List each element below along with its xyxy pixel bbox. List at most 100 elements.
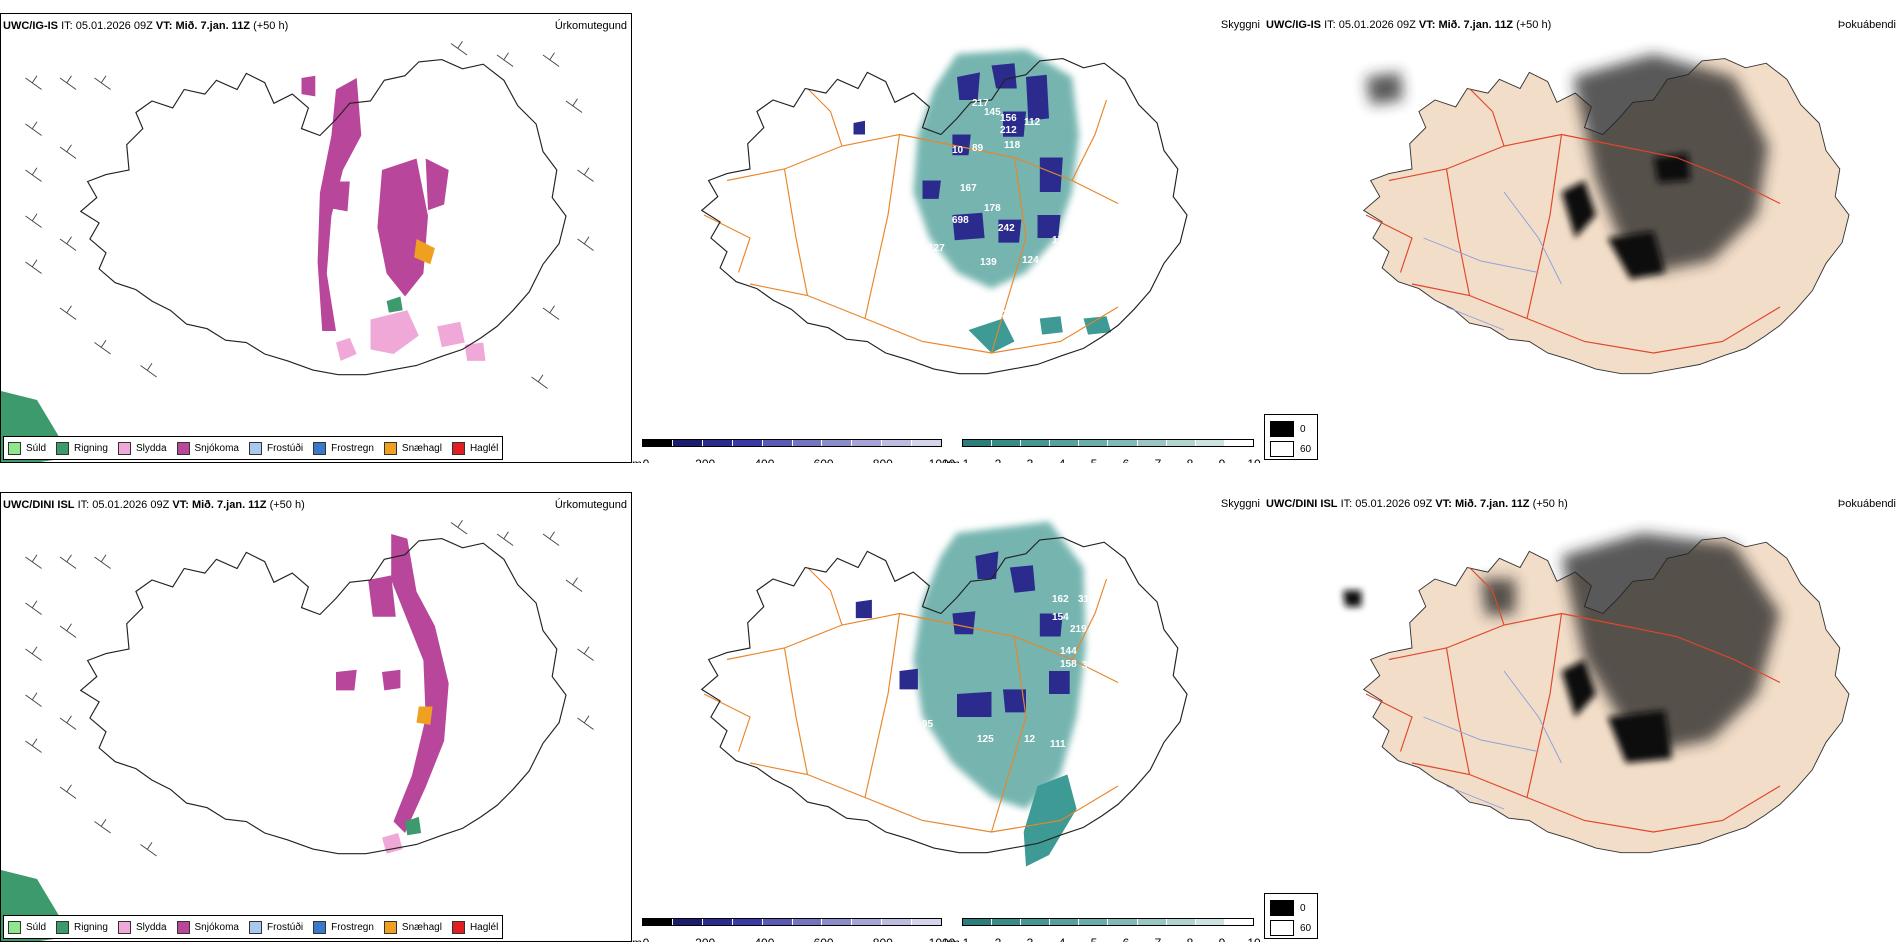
fog-map <box>1363 54 1850 375</box>
cloud-base-label: 111 <box>1050 739 1066 750</box>
colorbar-tick-label: 10 <box>1247 936 1260 942</box>
cloud-base-label: 127 <box>928 243 945 254</box>
colorbar-segment <box>762 919 793 925</box>
colorbar-tick-label: 400 <box>754 457 774 463</box>
panel-title: Skyggni <box>1220 498 1260 510</box>
panel-title: Þokuábendi <box>1837 498 1896 510</box>
colorbar-tick-label: 1000 <box>929 936 956 942</box>
colorbar-segment <box>702 919 733 925</box>
legend-item: Slydda <box>117 920 167 934</box>
legend-label: Slydda <box>135 921 167 933</box>
cloud-base-label: 178 <box>984 203 1001 214</box>
colorbar-tick-label: 800 <box>873 457 893 463</box>
legend-swatch <box>56 920 70 934</box>
colorbar-segment <box>1050 919 1080 925</box>
legend-swatch <box>56 441 70 455</box>
colorbar-tick-label: 3 <box>1027 936 1034 942</box>
panel-title: Úrkomutegund <box>554 499 627 511</box>
colorbar-segment <box>1166 440 1196 446</box>
colorbar-segment <box>912 919 942 925</box>
legend-item: Snæhagl <box>383 441 442 455</box>
colorbar-tick-label: 0 <box>643 936 650 942</box>
legend-label: Snæhagl <box>401 442 442 454</box>
legend-item: Frostregn <box>313 441 374 455</box>
cloud-base-label: 125 <box>977 734 994 745</box>
colorbar-segment <box>822 919 853 925</box>
cloud-base-label: 167 <box>960 183 977 194</box>
cloud-base-label: 158 <box>1060 659 1077 670</box>
cloud-base-label: 316 <box>1078 594 1095 605</box>
colorbar-segment <box>643 440 673 446</box>
cloud-base-bar <box>642 918 942 926</box>
legend-label: Súld <box>26 442 47 454</box>
legend-swatch <box>383 920 397 934</box>
legend-swatch <box>383 441 397 455</box>
colorbar-segment <box>1137 440 1167 446</box>
legend-swatch <box>313 920 327 934</box>
colorbar-tick-label: 600 <box>814 936 834 942</box>
legend-item: Frostúði <box>248 441 304 455</box>
legend-item: Snjókoma <box>176 920 239 934</box>
cloud-base-unit: m <box>632 457 642 463</box>
legend-label: Haglél <box>469 442 499 454</box>
legend-swatch <box>313 441 327 455</box>
colorbar-tick-label: 6 <box>1123 457 1130 463</box>
visibility-panel-1: 162 316 154 219 144 158 368 95 125 111 12 Skyggni … <box>632 492 1264 942</box>
colorbar-tick-label: 800 <box>873 936 893 942</box>
precip-legend: Súld Rigning Slydda Snjókoma Frostúði Frostre… <box>3 436 504 460</box>
panel-header: UWC/DINI ISL IT: 05.01.2026 09Z VT: Mið.… <box>3 499 305 511</box>
cloud-base-label: 156 <box>1000 113 1017 124</box>
precip-type-map <box>1 519 594 941</box>
cloud-base-label: 212 <box>1000 125 1017 136</box>
cloud-base-label: 162 <box>1052 594 1069 605</box>
colorbar-tick-label: 7 <box>1155 936 1162 942</box>
precip-type-panel-1: UWC/DINI ISL IT: 05.01.2026 09Z VT: Mið.… <box>0 492 632 942</box>
cloud-base-colorbar: m 0 200 400 600 800 1000 <box>632 914 955 942</box>
fog-panel-1: UWC/DINI ISL IT: 05.01.2026 09Z VT: Mið.… <box>1264 492 1900 942</box>
panel-header: UWC/IG-IS IT: 05.01.2026 09Z VT: Mið. 7.… <box>3 20 289 32</box>
colorbar-segment <box>1166 919 1196 925</box>
cloud-base-label: 89 <box>972 143 984 154</box>
colorbar-segment <box>992 440 1022 446</box>
colorbar-segment <box>852 919 883 925</box>
visibility-colorbar: km 1 2 3 4 5 6 7 8 9 10 <box>944 914 1261 942</box>
colorbar-tick-label: 8 <box>1187 936 1194 942</box>
clouds-legend: 0 60 <box>1264 893 1318 939</box>
colorbar-segment <box>852 440 883 446</box>
colorbar-tick-label: 9 <box>1219 457 1226 463</box>
fog-map <box>1343 533 1850 854</box>
cloud-base-colorbar: m 0 200 400 600 800 1000 <box>632 435 955 463</box>
visibility-bar <box>962 439 1254 447</box>
colorbar-segment <box>1195 919 1225 925</box>
colorbar-segment <box>1224 440 1253 446</box>
colorbar-segment <box>1195 440 1225 446</box>
legend-swatch <box>248 441 262 455</box>
colorbar-segment <box>1050 440 1080 446</box>
colorbar-segment <box>882 919 913 925</box>
colorbar-tick-label: 4 <box>1059 457 1066 463</box>
legend-label: Snjókoma <box>194 921 239 933</box>
visibility-unit: km <box>944 457 960 463</box>
visibility-panel-0: 217 145 156 212 112 118 89 10 167 178 698 242 127 172… <box>632 13 1264 463</box>
colorbar-segment <box>963 440 993 446</box>
legend-label: Frostúði <box>266 442 304 454</box>
panel-title: Úrkomutegund <box>554 20 627 32</box>
legend-item: Haglél <box>451 441 499 455</box>
colorbar-tick-label: 7 <box>1155 457 1162 463</box>
legend-swatch <box>8 441 21 455</box>
legend-swatch <box>451 441 465 455</box>
legend-swatch <box>176 441 190 455</box>
legend-item: Frostregn <box>313 920 374 934</box>
cloud-base-label: 145 <box>984 107 1001 118</box>
cloud-base-label: 144 <box>1060 646 1077 657</box>
legend-swatch <box>451 920 465 934</box>
colorbar-tick-label: 3 <box>1027 457 1034 463</box>
colorbar-segment <box>1079 919 1109 925</box>
legend-label: Rigning <box>74 442 108 454</box>
colorbar-tick-label: 1000 <box>929 457 956 463</box>
cloud-base-label: 154 <box>1052 612 1069 623</box>
legend-swatch <box>117 441 131 455</box>
colorbar-segment <box>1137 919 1167 925</box>
legend-item: Snæhagl <box>383 920 442 934</box>
visibility-unit: km <box>944 936 960 942</box>
